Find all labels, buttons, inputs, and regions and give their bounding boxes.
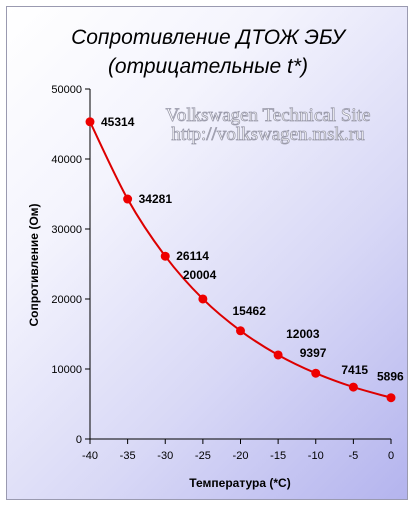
x-tick-label: -30 <box>157 450 173 462</box>
data-point <box>273 350 283 360</box>
x-tick-label: -10 <box>308 450 324 462</box>
data-point <box>85 117 95 127</box>
x-tick-label: -35 <box>120 450 136 462</box>
data-point <box>386 393 396 403</box>
y-tick-label: 20000 <box>51 294 82 306</box>
x-tick-label: -20 <box>233 450 249 462</box>
y-tick-label: 50000 <box>51 84 82 96</box>
y-tick-label: 10000 <box>51 364 82 376</box>
data-point <box>160 251 170 261</box>
y-tick-label: 40000 <box>51 154 82 166</box>
x-tick-label: -5 <box>348 450 358 462</box>
chart-subtitle: (отрицательные t*) <box>107 55 309 78</box>
axes: 0 10000 20000 30000 40000 50000 -40 -35 -30 -25 -2… <box>51 84 394 462</box>
x-tick-label: -25 <box>195 450 211 462</box>
data-point <box>123 194 133 204</box>
data-label: 45314 <box>101 115 135 129</box>
data-label: 7415 <box>341 363 368 377</box>
data-label: 5896 <box>377 370 404 384</box>
y-tick-label: 30000 <box>51 224 82 236</box>
x-axis-label: Температура (*С) <box>189 476 290 490</box>
watermark-line1: Volkswagen Technical Site <box>166 105 371 126</box>
x-tick-label: 0 <box>388 450 394 462</box>
data-label: 12003 <box>286 327 320 341</box>
data-point <box>348 382 358 392</box>
y-tick-label: 0 <box>76 434 82 446</box>
data-label: 15462 <box>233 304 267 318</box>
series-curve <box>89 121 392 399</box>
x-tick-label: -15 <box>270 450 286 462</box>
chart-title: Сопротивление ДТОЖ ЭБУ <box>71 26 345 49</box>
data-label: 20004 <box>183 268 217 282</box>
data-label: 26114 <box>176 249 209 263</box>
chart-background <box>6 6 408 500</box>
data-labels: 45314 34281 26114 20004 15462 12003 9397 7415 58… <box>101 115 404 384</box>
watermark-line2: http://volkswagen.msk.ru <box>171 124 365 145</box>
data-label: 34281 <box>139 192 173 206</box>
x-tick-label: -40 <box>82 450 98 462</box>
data-point <box>236 326 245 336</box>
y-axis-label: Сопротивление (Ом) <box>27 203 41 326</box>
series-line <box>85 117 396 403</box>
data-point <box>311 368 321 378</box>
data-point <box>198 294 208 304</box>
data-label: 9397 <box>300 346 327 360</box>
